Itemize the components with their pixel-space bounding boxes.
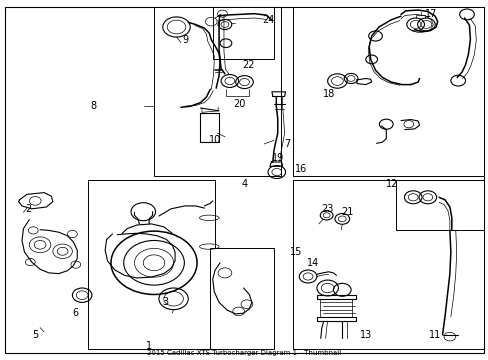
Text: 16: 16 (294, 164, 306, 174)
Text: 24: 24 (261, 15, 274, 25)
Text: 23: 23 (321, 204, 333, 214)
Bar (210, 248, 273, 349)
Text: 13: 13 (359, 330, 371, 340)
Bar (395, 180, 483, 230)
Text: 11: 11 (428, 330, 441, 340)
Text: 14: 14 (306, 258, 319, 268)
Bar (293, 180, 483, 349)
Text: 10: 10 (208, 135, 221, 145)
Text: 2: 2 (25, 204, 31, 214)
Text: 6: 6 (73, 308, 79, 318)
Text: 8: 8 (91, 101, 97, 111)
Bar (212, 7, 273, 59)
Text: 5: 5 (32, 330, 38, 340)
Text: 17: 17 (424, 9, 437, 19)
Text: 1: 1 (146, 341, 152, 351)
Text: 20: 20 (233, 99, 245, 109)
Text: 22: 22 (242, 60, 254, 70)
Text: 3: 3 (162, 297, 168, 307)
Bar (154, 7, 281, 176)
Text: 19: 19 (271, 153, 284, 163)
Text: 2015 Cadillac XTS Turbocharger Diagram 1 - Thumbnail: 2015 Cadillac XTS Turbocharger Diagram 1… (147, 350, 341, 356)
Text: 18: 18 (322, 89, 334, 99)
Text: 9: 9 (183, 35, 188, 45)
Text: 21: 21 (340, 207, 353, 217)
Text: 15: 15 (289, 247, 302, 257)
Bar (293, 7, 483, 176)
Text: 4: 4 (241, 179, 247, 189)
Text: 7: 7 (284, 139, 290, 149)
Bar (88, 180, 215, 349)
Text: 12: 12 (385, 179, 398, 189)
